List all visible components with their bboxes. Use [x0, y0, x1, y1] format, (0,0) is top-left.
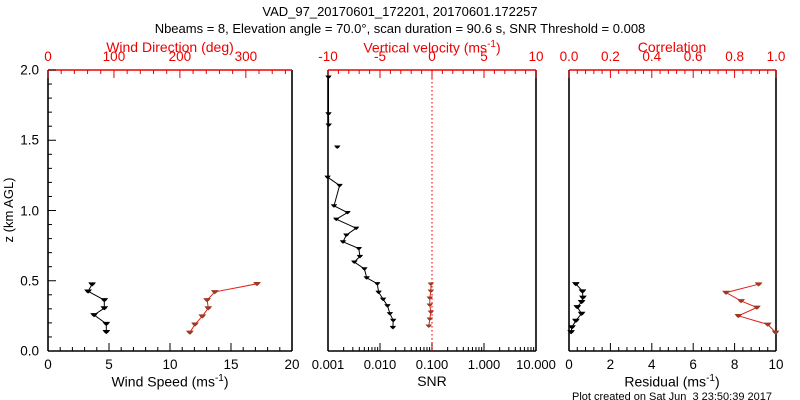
svg-text:z (km AGL): z (km AGL) [1, 177, 16, 242]
